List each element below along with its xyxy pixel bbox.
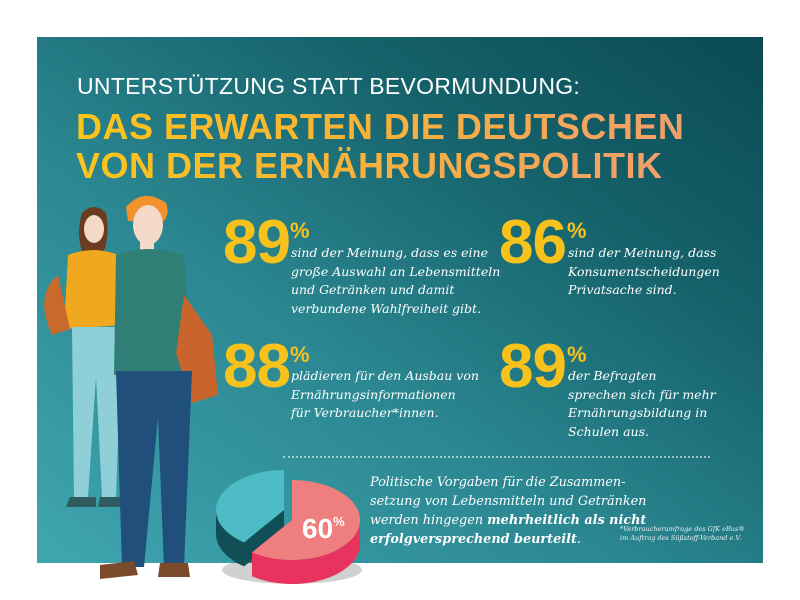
stat-line: sind der Meinung, dass es eine: [291, 245, 488, 260]
stat-line: große Auswahl an Lebensmitteln: [291, 263, 501, 279]
stat-line: Schulen aus.: [568, 423, 649, 439]
stat-unit: %: [290, 342, 310, 367]
footnote: *Verbraucherumfrage des GfK eBus® im Auf…: [620, 525, 745, 543]
footnote-line: im Auftrag des Süßstoff-Verband e.V.: [620, 534, 742, 542]
stat-line: Privatsache sind.: [568, 282, 677, 297]
pie-side: [216, 510, 245, 567]
pie-value-label: 60%: [302, 513, 345, 544]
dotted-divider: [283, 456, 710, 458]
pie-top: [216, 470, 284, 543]
stat-line: Ernährungsinformationen: [291, 386, 456, 402]
conclusion-bold: erfolgversprechend beurteilt: [370, 532, 577, 547]
stat-line: plädieren für den Ausbau von: [291, 368, 479, 383]
pie-slice-highlight: [252, 480, 360, 584]
stat-description: sind der Meinung, dass Konsumentscheidun…: [568, 244, 720, 300]
man-figure: [100, 195, 218, 579]
title-line-2: VON DER ERNÄHRUNGSPOLITIK: [76, 145, 663, 186]
pie-chart: 60%: [216, 470, 362, 584]
stat-unit: %: [290, 218, 310, 243]
stat-line: und Getränken und damit: [291, 282, 455, 297]
conclusion-line: erfolgversprechend beurteilt.: [370, 530, 646, 549]
conclusion-period: .: [576, 532, 581, 547]
title-line-1: DAS ERWARTEN DIE DEUTSCHEN: [76, 106, 685, 147]
conclusion-bold: mehrheitlich als nicht: [487, 513, 647, 528]
subtitle: UNTERSTÜTZUNG STATT BEVORMUNDUNG:: [77, 73, 581, 99]
stat-description: sind der Meinung, dass es eine große Aus…: [291, 244, 500, 318]
stat-value: 88: [223, 332, 291, 401]
stat-value: 89: [499, 332, 567, 401]
conclusion-line: setzung von Lebensmitteln und Getränken: [370, 494, 647, 509]
stat-line: für Verbraucher*innen.: [291, 405, 439, 420]
stat-unit: %: [567, 218, 587, 243]
people-illustration: [44, 195, 218, 579]
stat-value: 89: [223, 208, 291, 277]
backpack: [44, 275, 70, 335]
stat-line: Konsumentscheidungen: [568, 263, 720, 279]
footnote-line: *Verbraucherumfrage des GfK eBus®: [620, 525, 745, 533]
pie-top: [252, 480, 360, 560]
conclusion-text: Politische Vorgaben für die Zusammen- se…: [370, 473, 646, 549]
stat-line: der Befragten: [568, 368, 657, 383]
stat-unit: %: [567, 342, 587, 367]
stat-line: sprechen sich für mehr: [568, 386, 716, 402]
stat-description: der Befragten sprechen sich für mehr Ern…: [568, 367, 716, 441]
stat-line: Ernährungsbildung in: [568, 405, 708, 420]
woman-figure: [44, 207, 124, 507]
stat-value: 86: [499, 208, 567, 277]
conclusion-line: Politische Vorgaben für die Zusammen-: [370, 475, 626, 490]
stat-description: plädieren für den Ausbau von Ernährungsi…: [291, 367, 479, 423]
stat-line: verbundene Wahlfreiheit gibt.: [291, 300, 482, 316]
stat-line: sind der Meinung, dass: [568, 245, 717, 260]
pie-side: [252, 520, 360, 584]
conclusion-line: werden hingegen mehrheitlich als nicht: [370, 511, 646, 530]
conclusion-normal: werden hingegen: [370, 513, 488, 528]
